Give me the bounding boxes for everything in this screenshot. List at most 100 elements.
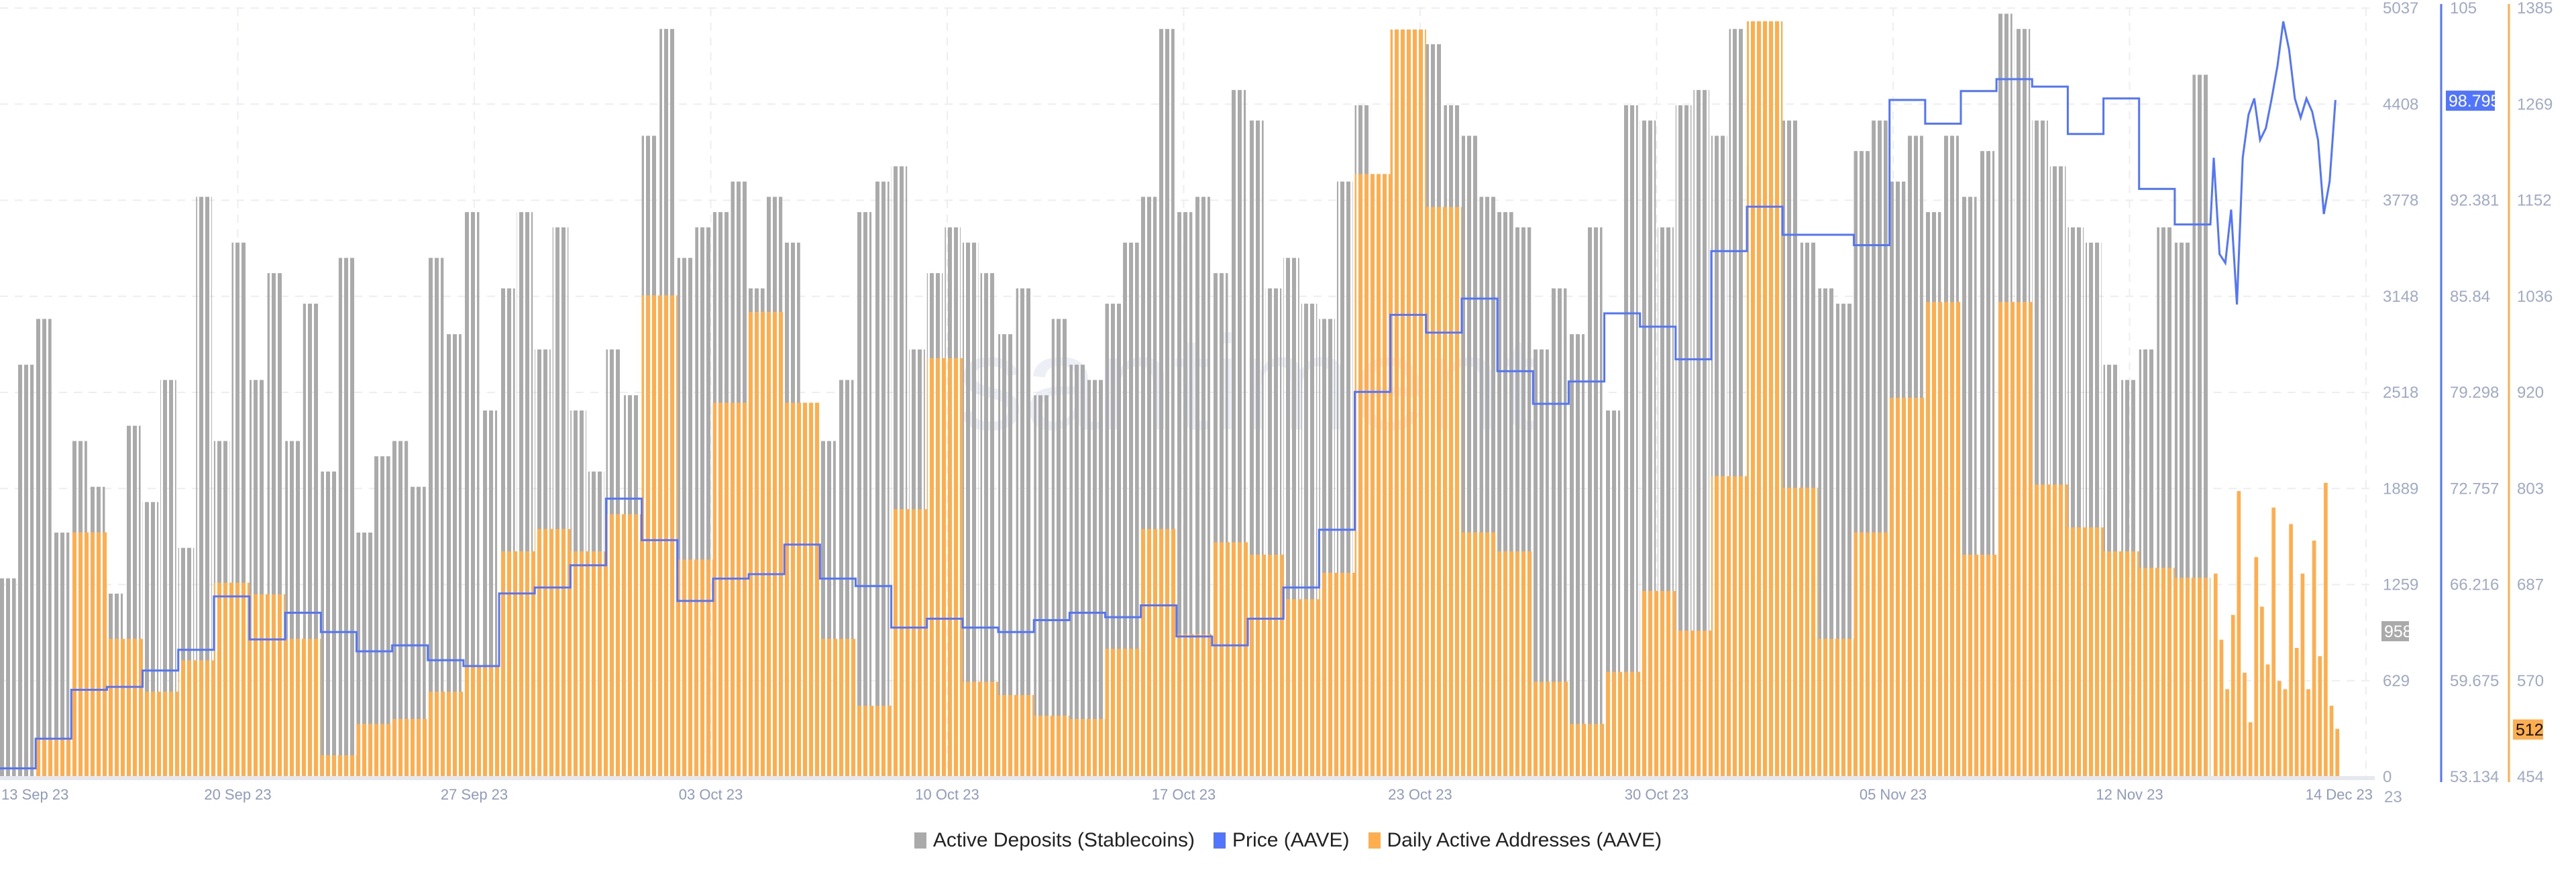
deposits-current-value: 958 (2384, 622, 2412, 641)
legend-item-price[interactable]: Price (AAVE) (1214, 829, 1350, 852)
addresses-bar (749, 311, 785, 777)
addresses-bar (1426, 207, 1462, 777)
deposits-tick-label: 2518 (2383, 384, 2418, 402)
addresses-bar-recent (2225, 689, 2229, 777)
deposit-bar (1550, 288, 1567, 777)
deposit-bar (1622, 105, 1638, 777)
addresses-bar-recent (2324, 482, 2328, 777)
addresses-bar-recent (2300, 574, 2305, 777)
addresses-bar (1747, 21, 1783, 777)
x-tick-label: 17 Oct 23 (1152, 786, 1216, 803)
legend-item-daily-active-addresses[interactable]: Daily Active Addresses (AAVE) (1368, 829, 1662, 852)
addresses-bar-recent (2237, 491, 2241, 777)
addresses-bar (1568, 724, 1605, 777)
addresses-bar (1034, 715, 1070, 777)
addresses-bar (1354, 174, 1391, 777)
deposit-bar (196, 197, 212, 777)
addresses-bar (392, 718, 428, 777)
deposit-bar (1051, 319, 1068, 777)
deposit-bar (1586, 227, 1603, 777)
addresses-bar (1176, 634, 1212, 777)
deposit-bar (445, 334, 462, 777)
addresses-bar-recent (2260, 606, 2264, 777)
deposit-bar (980, 273, 997, 777)
addresses-bar-recent (2329, 706, 2334, 777)
addresses-bar (1105, 649, 1141, 777)
addresses-bar (250, 594, 286, 777)
addresses-bar (1604, 671, 1640, 777)
price-current-badge (2446, 91, 2495, 111)
addresses-bar (1069, 718, 1106, 777)
addresses-bar (285, 639, 321, 777)
addresses-tick-label: 803 (2517, 480, 2544, 498)
addresses-bar (1533, 682, 1569, 777)
addresses-bar-recent (2294, 647, 2299, 777)
legend-item-active-deposits[interactable]: Active Deposits (Stablecoins) (914, 829, 1195, 852)
addresses-bar-recent (2306, 689, 2310, 777)
addresses-bar (1140, 529, 1177, 777)
addresses-bar (36, 739, 72, 777)
addresses-tick-label: 1269 (2517, 95, 2553, 113)
addresses-bar-recent (2243, 672, 2247, 777)
addresses-bar (1497, 551, 1534, 777)
x-tick-label: 14 Dec 23 (2306, 786, 2373, 803)
deposits-tick-label: 3148 (2383, 288, 2418, 306)
addresses-bar-recent (2312, 540, 2316, 777)
deposit-bar (17, 364, 34, 777)
addresses-bar (142, 692, 178, 777)
addresses-bar-recent (2265, 664, 2270, 777)
deposit-bar (427, 258, 444, 777)
addresses-bar (1782, 488, 1819, 777)
legend: Active Deposits (Stablecoins) Price (AAV… (0, 829, 2576, 852)
addresses-bar (1212, 542, 1248, 777)
deposit-bar (1533, 349, 1549, 777)
x-tick-label: 30 Oct 23 (1625, 786, 1688, 803)
price-tick-label: 66.216 (2450, 576, 2499, 594)
addresses-bar (213, 582, 250, 777)
addresses-tick-label: 454 (2517, 768, 2544, 786)
deposits-extra-label: 23 (2384, 788, 2402, 806)
addresses-bar (178, 660, 214, 777)
addresses-bar (2139, 567, 2175, 777)
x-tick-label: 05 Nov 23 (1860, 786, 1927, 803)
addresses-bar (855, 706, 892, 777)
legend-label: Price (AAVE) (1232, 829, 1350, 851)
addresses-bar-recent (2283, 689, 2288, 777)
addresses-bar (356, 724, 392, 777)
deposit-bar (463, 212, 480, 777)
addresses-tick-label: 1152 (2517, 192, 2552, 210)
addresses-bar-recent (2214, 574, 2218, 777)
legend-swatch-orange (1368, 832, 1381, 849)
deposits-tick-label: 629 (2383, 672, 2410, 690)
addresses-bar (463, 667, 500, 777)
deposit-bar (1194, 197, 1210, 777)
deposit-bar (1693, 90, 1709, 777)
deposits-current-badge (2381, 621, 2409, 642)
addresses-bar (641, 295, 678, 777)
deposits-tick-label: 1259 (2383, 576, 2418, 594)
addresses-bar (107, 639, 143, 777)
addresses-bar-recent (2231, 614, 2235, 777)
legend-swatch-gray (914, 832, 926, 849)
addresses-bar (1711, 476, 1748, 777)
price-tick-label: 79.298 (2450, 384, 2499, 402)
addresses-bar (1925, 302, 1961, 777)
deposit-bar (998, 334, 1014, 777)
deposit-bar (338, 258, 355, 777)
addresses-bar (962, 682, 999, 777)
addresses-bar-recent (2219, 639, 2224, 777)
addresses-bar (998, 695, 1034, 777)
deposit-bar (1123, 242, 1139, 777)
deposit-bar (36, 319, 52, 777)
x-tick-label: 12 Nov 23 (2096, 786, 2163, 803)
addresses-current-badge (2513, 719, 2543, 740)
deposit-bar (1087, 380, 1104, 777)
addresses-bar-recent (2248, 722, 2253, 777)
addresses-bar (2103, 551, 2139, 777)
addresses-bar (321, 755, 357, 777)
deposit-bar (873, 181, 890, 777)
deposit-bar (1675, 105, 1692, 777)
x-tick-label: 10 Oct 23 (915, 786, 979, 803)
deposit-bar (855, 212, 872, 777)
addresses-bar (1889, 398, 1925, 777)
